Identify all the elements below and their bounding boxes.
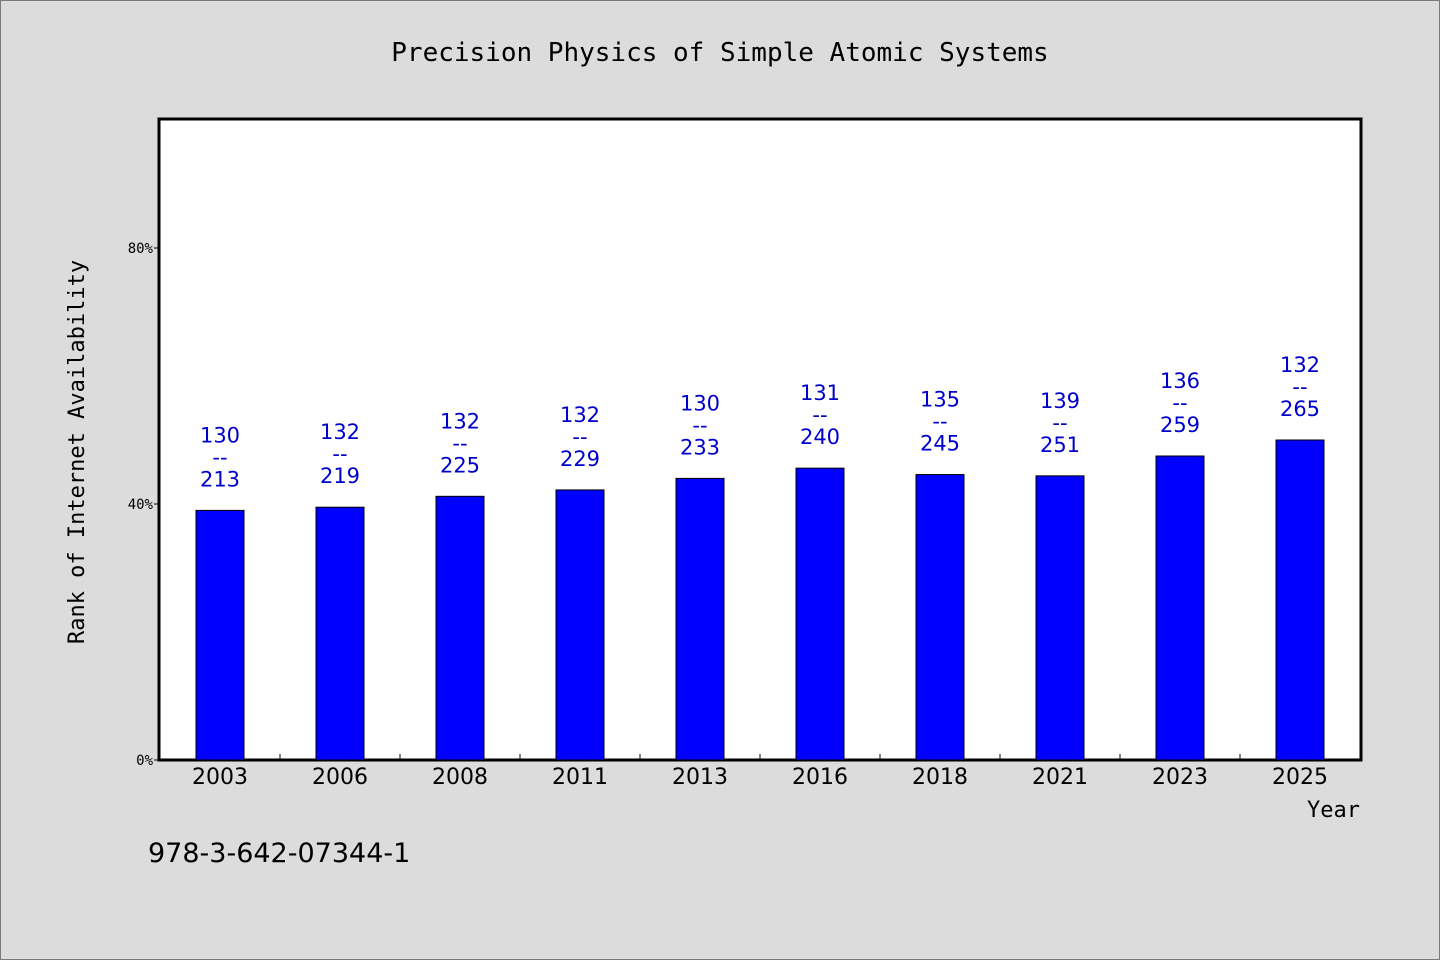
bar-data-label: 225 bbox=[440, 453, 480, 477]
y-axis: 0% 40% 80% bbox=[128, 241, 160, 769]
bar-data-label: -- bbox=[812, 403, 827, 427]
bar-data-label: 219 bbox=[320, 464, 360, 488]
x-tick-label: 2013 bbox=[672, 765, 728, 790]
y-axis-label: Rank of Internet Availability bbox=[65, 260, 90, 644]
bar-data-label: -- bbox=[572, 425, 587, 449]
y-tick-label: 40% bbox=[128, 497, 154, 513]
x-tick-label: 2016 bbox=[792, 765, 848, 790]
bar-data-label: -- bbox=[212, 445, 227, 469]
x-tick-label: 2025 bbox=[1272, 765, 1328, 790]
bar-data-label: 131 bbox=[800, 381, 840, 405]
x-tick-label: 2018 bbox=[912, 765, 968, 790]
bar-data-label: 251 bbox=[1040, 433, 1080, 457]
isbn-text: 978-3-642-07344-1 bbox=[148, 838, 410, 869]
bar-data-label: -- bbox=[1172, 391, 1187, 415]
bars-layer bbox=[195, 439, 1325, 761]
bar-data-label: 132 bbox=[560, 403, 600, 427]
y-tick-label: 80% bbox=[128, 241, 154, 257]
x-tick-label: 2011 bbox=[552, 765, 608, 790]
bar-data-label: 245 bbox=[920, 432, 960, 456]
bar bbox=[675, 477, 725, 761]
bar bbox=[435, 495, 485, 761]
bar-data-label: 139 bbox=[1040, 389, 1080, 413]
bar bbox=[795, 467, 845, 761]
chart-title: Precision Physics of Simple Atomic Syste… bbox=[391, 38, 1048, 68]
bar bbox=[1155, 455, 1205, 761]
bar-data-label: 132 bbox=[440, 409, 480, 433]
bar-data-label: 213 bbox=[200, 467, 240, 491]
bar-labels-layer: 130--213132--219132--225132--229130--233… bbox=[200, 353, 1320, 491]
bar-data-label: 259 bbox=[1160, 413, 1200, 437]
bar bbox=[1275, 439, 1325, 761]
x-axis-label: Year bbox=[1307, 798, 1360, 823]
bar-data-label: 135 bbox=[920, 388, 960, 412]
bar-data-label: 233 bbox=[680, 435, 720, 459]
x-tick-label: 2021 bbox=[1032, 765, 1088, 790]
x-tick-label: 2003 bbox=[192, 765, 248, 790]
bar bbox=[915, 474, 965, 761]
bar-data-label: 132 bbox=[320, 420, 360, 444]
bar-data-label: 136 bbox=[1160, 369, 1200, 393]
x-tick-label: 2023 bbox=[1152, 765, 1208, 790]
y-tick-label: 0% bbox=[136, 753, 153, 769]
bar-data-label: -- bbox=[932, 410, 947, 434]
bar-data-label: -- bbox=[452, 431, 467, 455]
bar-data-label: -- bbox=[1052, 411, 1067, 435]
bar-data-label: 130 bbox=[200, 423, 240, 447]
x-axis: 2003 2006 2008 2011 2013 2016 2018 2021 2023 2025 bbox=[192, 754, 1328, 790]
bar-data-label: 265 bbox=[1280, 397, 1320, 421]
bar-data-label: -- bbox=[332, 442, 347, 466]
bar-data-label: 130 bbox=[680, 391, 720, 415]
x-tick-label: 2008 bbox=[432, 765, 488, 790]
bar bbox=[315, 506, 365, 761]
bar bbox=[555, 489, 605, 761]
bar-data-label: 240 bbox=[800, 425, 840, 449]
bar-data-label: 132 bbox=[1280, 353, 1320, 377]
bar-data-label: 229 bbox=[560, 447, 600, 471]
x-tick-label: 2006 bbox=[312, 765, 368, 790]
bar bbox=[1035, 475, 1085, 761]
bar-data-label: -- bbox=[1292, 375, 1307, 399]
bar-data-label: -- bbox=[692, 413, 707, 437]
bar bbox=[195, 509, 245, 761]
